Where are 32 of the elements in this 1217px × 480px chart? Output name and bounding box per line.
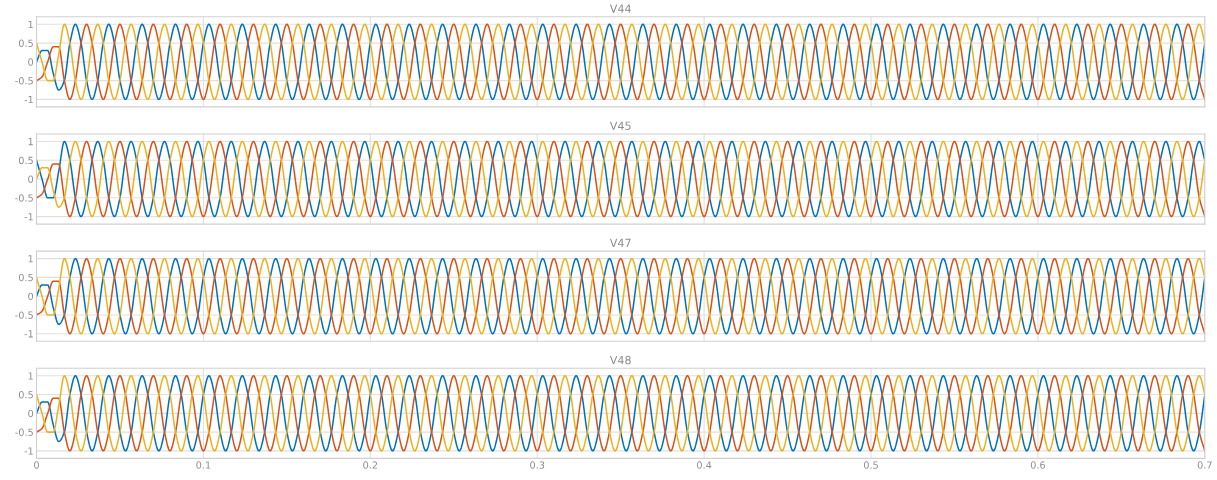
x-tick-label: 0 (34, 461, 39, 469)
y-tick-label: -0.5 (15, 194, 33, 202)
x-tick-label: 0.6 (1030, 461, 1046, 469)
chart-title: V47 (609, 238, 631, 247)
y-tick-label: 1 (28, 20, 33, 28)
y-tick-label: 0.5 (18, 391, 33, 399)
y-tick-label: 1 (28, 372, 33, 380)
y-tick-label: -0.5 (15, 311, 33, 319)
y-tick-label: -0.5 (15, 77, 33, 85)
x-tick-label: 0.3 (530, 461, 545, 469)
y-tick-label: 1 (28, 255, 33, 263)
chart-title: V48 (609, 355, 631, 365)
chart-title: V44 (609, 4, 631, 13)
y-tick-label: 0.5 (18, 273, 33, 282)
y-tick-label: -1 (24, 447, 33, 455)
y-tick-label: 1 (28, 138, 33, 146)
y-tick-label: 0.5 (18, 156, 33, 165)
y-tick-label: 0 (28, 175, 34, 183)
y-tick-label: -1 (24, 96, 33, 104)
y-tick-label: -0.5 (15, 428, 33, 436)
y-tick-label: -1 (24, 330, 33, 338)
y-tick-label: 0 (28, 409, 34, 418)
x-tick-label: 0.7 (1197, 461, 1212, 469)
x-tick-label: 0.2 (363, 461, 378, 469)
x-tick-label: 0.5 (863, 461, 878, 469)
chart-title: V45 (609, 121, 631, 130)
y-tick-label: -1 (24, 213, 33, 221)
x-tick-label: 0.1 (196, 461, 211, 469)
x-tick-label: 0.4 (697, 461, 712, 469)
y-tick-label: 0 (28, 58, 34, 66)
y-tick-label: 0 (28, 292, 34, 301)
y-tick-label: 0.5 (18, 39, 33, 47)
